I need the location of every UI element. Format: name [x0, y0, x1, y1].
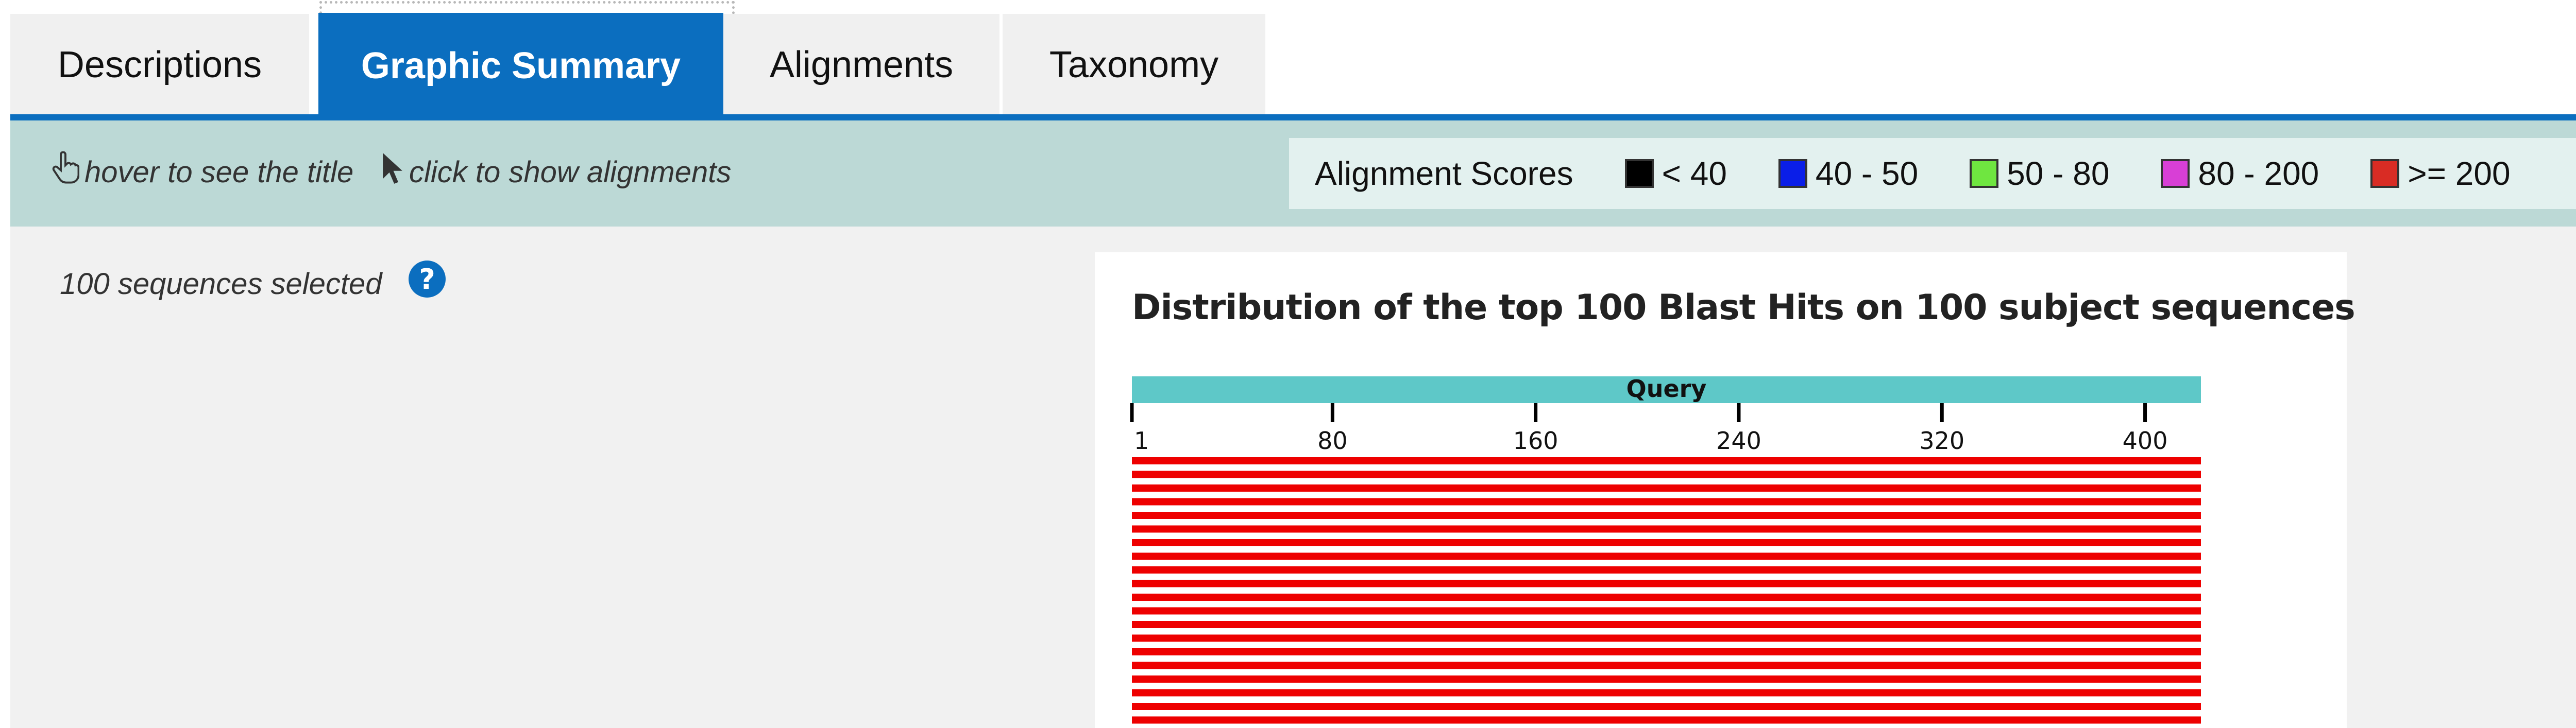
sequences-selected-text: 100 sequences selected	[60, 267, 382, 301]
tab-alignments[interactable]: Alignments	[723, 14, 999, 115]
graphic-toolbar: hover to see the title click to show ali…	[10, 120, 2576, 227]
hit-bar	[1132, 539, 2201, 546]
hit-bar	[1132, 594, 2201, 601]
tab-descriptions-label: Descriptions	[57, 44, 262, 85]
selection-help-icon[interactable]: ?	[409, 261, 446, 298]
hover-hint-text: hover to see the title	[84, 155, 354, 189]
hit-distribution-chart: Query 1 80 160 240 320 400	[1130, 375, 2201, 724]
axis-tick-label: 160	[1513, 427, 1558, 455]
legend-label: < 40	[1662, 155, 1727, 192]
axis-tick-label: 400	[2123, 427, 2168, 455]
legend-label: 40 - 50	[1815, 155, 1919, 192]
hit-bar	[1132, 689, 2201, 697]
axis-tick-label: 80	[1317, 427, 1348, 455]
tab-graphic-summary[interactable]: Graphic Summary	[318, 13, 723, 118]
tab-taxonomy[interactable]: Taxonomy	[1003, 14, 1265, 115]
hand-pointer-icon	[52, 151, 84, 193]
chart-title: Distribution of the top 100 Blast Hits o…	[1132, 287, 2355, 328]
legend-item-lt40: < 40	[1624, 154, 1727, 193]
graphic-summary-body: 100 sequences selected ? Distribution of…	[10, 227, 2576, 728]
legend-label: >= 200	[2408, 155, 2511, 192]
hit-bar	[1132, 457, 2201, 464]
legend-swatch	[2370, 159, 2400, 188]
legend-item-80-200: 80 - 200	[2161, 154, 2319, 193]
hit-bar	[1132, 716, 2201, 724]
hit-bar	[1132, 484, 2201, 492]
hit-bar	[1132, 675, 2201, 683]
hit-bar	[1132, 648, 2201, 655]
legend-title: Alignment Scores	[1315, 155, 1573, 192]
legend-item-40-50: 40 - 50	[1778, 154, 1918, 193]
hit-bar	[1132, 471, 2201, 478]
legend-swatch	[1970, 159, 1999, 188]
tab-descriptions[interactable]: Descriptions	[10, 14, 309, 115]
hit-bar	[1132, 662, 2201, 669]
legend-swatch	[1624, 159, 1654, 188]
results-tab-bar: Descriptions Graphic Summary Alignments …	[10, 0, 2576, 119]
hit-bar	[1132, 607, 2201, 615]
arrow-cursor-icon	[381, 151, 409, 193]
tab-graphic-summary-label: Graphic Summary	[361, 45, 681, 86]
legend-item-50-80: 50 - 80	[1970, 154, 2109, 193]
hit-bar	[1132, 552, 2201, 560]
distribution-chart-panel: Distribution of the top 100 Blast Hits o…	[1095, 252, 2355, 728]
alignment-scores-legend: Alignment Scores < 40 40 - 50 50 - 80 80…	[1289, 138, 2576, 209]
query-label: Query	[1626, 375, 1707, 403]
hit-bar	[1132, 566, 2201, 574]
hit-bar	[1132, 703, 2201, 710]
legend-swatch	[2161, 159, 2190, 188]
legend-label: 50 - 80	[2007, 155, 2110, 192]
hover-hint: hover to see the title	[52, 151, 353, 193]
legend-item-gte200: >= 200	[2370, 154, 2511, 193]
hit-bar	[1132, 525, 2201, 533]
axis-tick-label: 1	[1134, 427, 1149, 455]
hit-bar	[1132, 580, 2201, 587]
click-hint: click to show alignments	[381, 151, 731, 193]
tab-underline-rule	[10, 114, 2576, 120]
hit-bar	[1132, 621, 2201, 628]
axis-tick-label: 240	[1716, 427, 1761, 455]
click-hint-text: click to show alignments	[409, 155, 732, 189]
hit-bar	[1132, 498, 2201, 506]
hit-bar	[1132, 634, 2201, 642]
legend-swatch	[1778, 159, 1807, 188]
tab-taxonomy-label: Taxonomy	[1049, 44, 1219, 85]
axis-tick-label: 320	[1919, 427, 1964, 455]
hit-bar	[1132, 512, 2201, 519]
tab-alignments-label: Alignments	[769, 44, 954, 85]
query-bar	[1132, 376, 2201, 403]
legend-label: 80 - 200	[2198, 155, 2319, 192]
